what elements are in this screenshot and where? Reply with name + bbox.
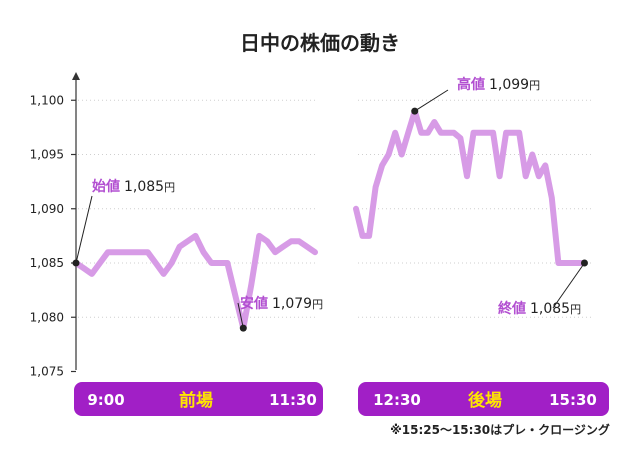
session-start-label: 9:00 [87, 391, 124, 409]
annotation-label: 始値 1,085円 [92, 178, 175, 195]
annotation-point [72, 259, 80, 267]
annotation-name: 終値 [498, 300, 526, 317]
annotation-point [239, 324, 247, 332]
price-line-後場 [353, 108, 588, 266]
annotation-unit: 円 [570, 303, 581, 316]
annotation-unit: 円 [312, 298, 323, 311]
y-tick-label: 1,090 [30, 202, 64, 216]
y-tick-label: 1,080 [30, 310, 64, 324]
annotation-value: 1,099 [489, 77, 529, 93]
y-tick-label: 1,100 [30, 93, 64, 107]
annotation-label: 高値 1,099円 [457, 76, 540, 93]
annotation-value: 1,085 [124, 179, 164, 195]
grid-layer [78, 99, 591, 318]
annotation-unit: 円 [529, 79, 540, 92]
session-start-label: 12:30 [373, 391, 421, 409]
session-end-label: 11:30 [269, 391, 317, 409]
y-tick-label: 1,085 [30, 256, 64, 270]
annotation-value: 1,085 [530, 301, 570, 317]
session-bands: 9:00 前場 11:30 12:30 後場 15:30 [74, 382, 609, 416]
annotation-label: 終値 1,085円 [498, 300, 581, 317]
session-name: 後場 [468, 390, 502, 411]
annotation-label: 安値 1,079円 [240, 295, 323, 312]
y-tick-label: 1,075 [30, 365, 64, 379]
footnote: ※15:25〜15:30はプレ・クロージング [390, 422, 610, 437]
series-layer [73, 108, 588, 332]
annotation-leader [75, 195, 93, 264]
y-tick-label: 1,095 [30, 148, 64, 162]
chart-title: 日中の株価の動き [240, 31, 400, 55]
session-band [358, 382, 609, 416]
annotation-leader [237, 302, 244, 329]
price-line-前場 [73, 232, 318, 332]
session-name: 前場 [179, 390, 213, 411]
y-axis-arrow [72, 72, 80, 80]
annotation-name: 安値 [240, 295, 268, 312]
annotation-leader [552, 262, 585, 309]
annotation-point [580, 259, 588, 267]
annotation-leader [414, 89, 449, 112]
annotation-name: 始値 [92, 178, 120, 195]
annotation-point [411, 107, 419, 115]
annotation-value: 1,079 [272, 296, 312, 312]
annotation-unit: 円 [164, 181, 175, 194]
session-band [74, 382, 323, 416]
y-axis: 1,100 1,095 1,090 1,085 1,080 1,075 [30, 72, 80, 379]
annotation-name: 高値 [457, 76, 485, 93]
session-end-label: 15:30 [549, 391, 597, 409]
